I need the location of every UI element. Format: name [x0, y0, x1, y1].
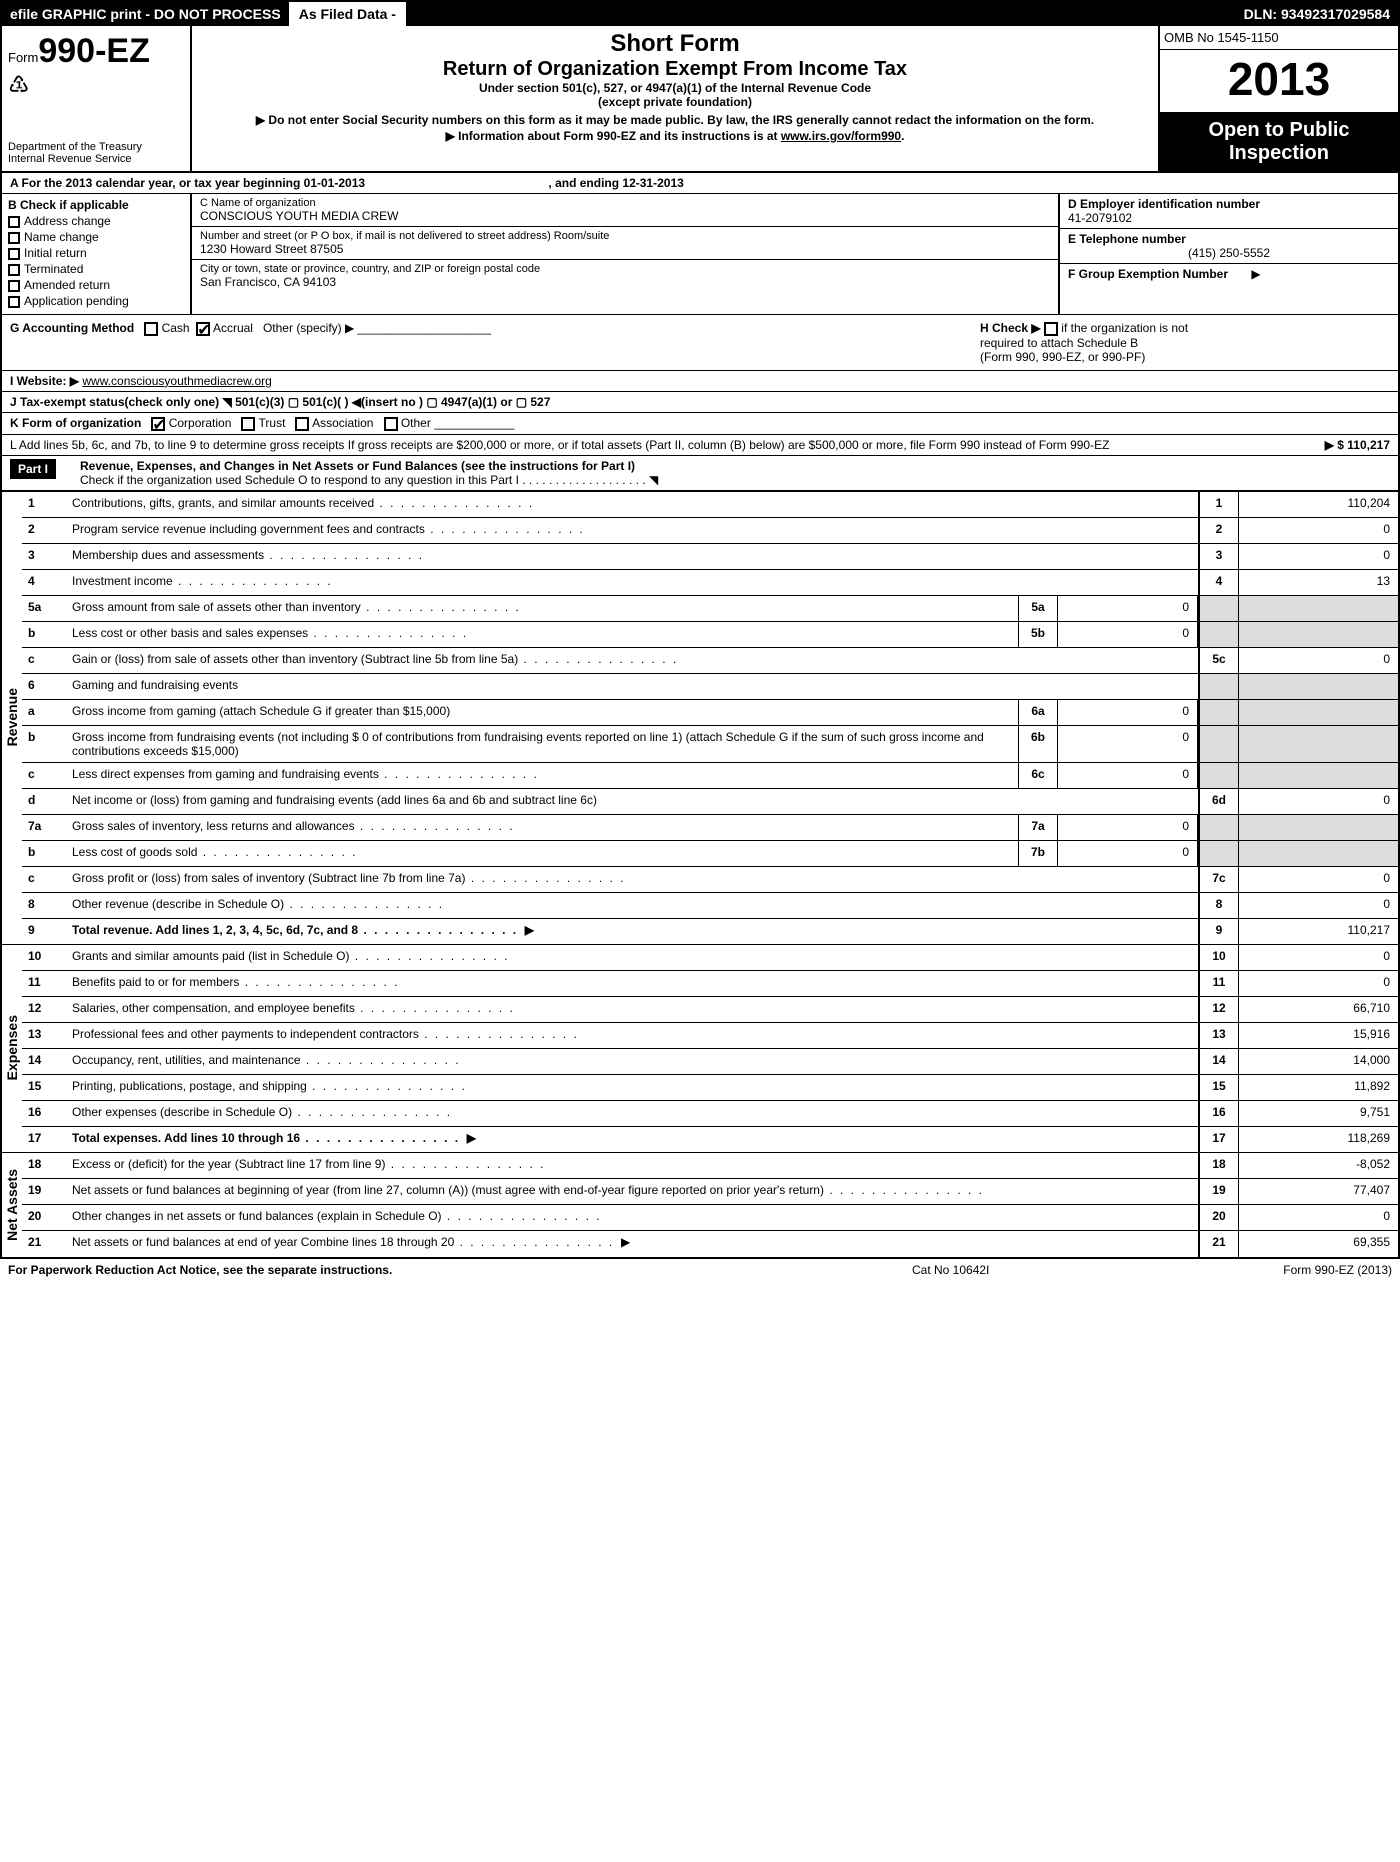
org-addr-cell: Number and street (or P O box, if mail i…	[192, 227, 1058, 260]
website-link[interactable]: www.consciousyouthmediacrew.org	[82, 374, 271, 388]
line-17: 17Total expenses. Add lines 10 through 1…	[22, 1127, 1398, 1153]
row-i-website: I Website: ▶ www.consciousyouthmediacrew…	[2, 371, 1398, 392]
group-exemption-cell: F Group Exemption Number ▶	[1060, 264, 1398, 314]
footer: For Paperwork Reduction Act Notice, see …	[0, 1259, 1400, 1281]
corporation-checkbox[interactable]	[151, 417, 165, 431]
header: Form990-EZ ♳ Department of the Treasury …	[2, 26, 1398, 173]
cat-no: Cat No 10642I	[912, 1263, 1172, 1277]
line-4: 4Investment income413	[22, 570, 1398, 596]
gross-receipts-amount: ▶ $ 110,217	[1230, 438, 1390, 452]
line-3: 3Membership dues and assessments30	[22, 544, 1398, 570]
omb-number: OMB No 1545-1150	[1160, 26, 1398, 50]
part-1-header: Part I Revenue, Expenses, and Changes in…	[2, 456, 1398, 491]
title-section: Under section 501(c), 527, or 4947(a)(1)…	[200, 81, 1150, 95]
line-2: 2Program service revenue including gover…	[22, 518, 1398, 544]
line-6: 6Gaming and fundraising events	[22, 674, 1398, 700]
line-14: 14Occupancy, rent, utilities, and mainte…	[22, 1049, 1398, 1075]
line-15: 15Printing, publications, postage, and s…	[22, 1075, 1398, 1101]
line-10: 10Grants and similar amounts paid (list …	[22, 945, 1398, 971]
line-20: 20Other changes in net assets or fund ba…	[22, 1205, 1398, 1231]
form-number: Form990-EZ ♳	[8, 32, 184, 100]
line-9: 9Total revenue. Add lines 1, 2, 3, 4, 5c…	[22, 919, 1398, 945]
line-16: 16Other expenses (describe in Schedule O…	[22, 1101, 1398, 1127]
irs-link[interactable]: www.irs.gov/form990	[781, 129, 901, 143]
accrual-checkbox[interactable]	[196, 322, 210, 336]
col-b-checkboxes: B Check if applicable Address change Nam…	[2, 194, 192, 314]
line-13: 13Professional fees and other payments t…	[22, 1023, 1398, 1049]
line-7a: 7aGross sales of inventory, less returns…	[22, 815, 1398, 841]
treasury-dept: Department of the Treasury Internal Reve…	[8, 141, 184, 165]
cash-checkbox[interactable]	[144, 322, 158, 336]
topbar: efile GRAPHIC print - DO NOT PROCESS As …	[2, 2, 1398, 26]
form-container: efile GRAPHIC print - DO NOT PROCESS As …	[0, 0, 1400, 1259]
line-6c: cLess direct expenses from gaming and fu…	[22, 763, 1398, 789]
line-8: 8Other revenue (describe in Schedule O)8…	[22, 893, 1398, 919]
line-6b: bGross income from fundraising events (n…	[22, 726, 1398, 763]
chk-name-change[interactable]: Name change	[8, 230, 184, 244]
line-19: 19Net assets or fund balances at beginni…	[22, 1179, 1398, 1205]
as-filed: As Filed Data -	[289, 2, 408, 26]
line-5a: 5aGross amount from sale of assets other…	[22, 596, 1398, 622]
other-checkbox[interactable]	[384, 417, 398, 431]
schedule-b-checkbox[interactable]	[1044, 322, 1058, 336]
tax-year: 2013	[1160, 50, 1398, 113]
form-ref: Form 990-EZ (2013)	[1172, 1263, 1392, 1277]
row-g-h: G Accounting Method Cash Accrual Other (…	[2, 315, 1398, 371]
title-short-form: Short Form	[200, 30, 1150, 58]
header-right: OMB No 1545-1150 2013 Open to Public Ins…	[1158, 26, 1398, 171]
chk-application-pending[interactable]: Application pending	[8, 294, 184, 308]
title-return: Return of Organization Exempt From Incom…	[200, 58, 1150, 81]
trust-checkbox[interactable]	[241, 417, 255, 431]
line-12: 12Salaries, other compensation, and empl…	[22, 997, 1398, 1023]
line-1: 1Contributions, gifts, grants, and simil…	[22, 492, 1398, 518]
part-1-table: Revenue 1Contributions, gifts, grants, a…	[2, 491, 1398, 1257]
header-left: Form990-EZ ♳ Department of the Treasury …	[2, 26, 192, 171]
accounting-method: G Accounting Method Cash Accrual Other (…	[10, 321, 970, 364]
row-l-gross-receipts: L Add lines 5b, 6c, and 7b, to line 9 to…	[2, 435, 1398, 456]
chk-initial-return[interactable]: Initial return	[8, 246, 184, 260]
line-11: 11Benefits paid to or for members110	[22, 971, 1398, 997]
line-6a: aGross income from gaming (attach Schedu…	[22, 700, 1398, 726]
chk-terminated[interactable]: Terminated	[8, 262, 184, 276]
line-21: 21Net assets or fund balances at end of …	[22, 1231, 1398, 1257]
netassets-side-label: Net Assets	[2, 1153, 22, 1257]
line-7b: bLess cost of goods sold7b0	[22, 841, 1398, 867]
header-title-block: Short Form Return of Organization Exempt…	[192, 26, 1158, 171]
line-6d: dNet income or (loss) from gaming and fu…	[22, 789, 1398, 815]
chk-address-change[interactable]: Address change	[8, 214, 184, 228]
expenses-side-label: Expenses	[2, 945, 22, 1153]
tel-cell: E Telephone number (415) 250-5552	[1060, 229, 1398, 264]
line-5b: bLess cost or other basis and sales expe…	[22, 622, 1398, 648]
association-checkbox[interactable]	[295, 417, 309, 431]
ein-cell: D Employer identification number 41-2079…	[1060, 194, 1398, 229]
dln: DLN: 93492317029584	[1236, 2, 1398, 26]
row-k-form-org: K Form of organization Corporation Trust…	[2, 413, 1398, 435]
row-a-calendar-year: A For the 2013 calendar year, or tax yea…	[2, 173, 1398, 194]
instructions-link-line: ▶ Information about Form 990-EZ and its …	[200, 129, 1150, 143]
revenue-side-label: Revenue	[2, 492, 22, 945]
efile-notice: efile GRAPHIC print - DO NOT PROCESS	[2, 2, 289, 26]
col-c-org-info: C Name of organization CONSCIOUS YOUTH M…	[192, 194, 1058, 314]
section-bcd: B Check if applicable Address change Nam…	[2, 194, 1398, 315]
row-j-tax-exempt: J Tax-exempt status(check only one) ◥ 50…	[2, 392, 1398, 413]
ssn-warning: ▶ Do not enter Social Security numbers o…	[200, 113, 1150, 127]
line-5c: cGain or (loss) from sale of assets othe…	[22, 648, 1398, 674]
title-except: (except private foundation)	[200, 95, 1150, 109]
line-18: 18Excess or (deficit) for the year (Subt…	[22, 1153, 1398, 1179]
paperwork-notice: For Paperwork Reduction Act Notice, see …	[8, 1263, 912, 1277]
org-name-cell: C Name of organization CONSCIOUS YOUTH M…	[192, 194, 1058, 227]
line-7c: cGross profit or (loss) from sales of in…	[22, 867, 1398, 893]
h-schedule-b: H Check ▶ if the organization is not req…	[970, 321, 1390, 364]
open-to-public: Open to Public Inspection	[1160, 113, 1398, 171]
org-city-cell: City or town, state or province, country…	[192, 260, 1058, 292]
chk-amended[interactable]: Amended return	[8, 278, 184, 292]
col-d-ein-tel: D Employer identification number 41-2079…	[1058, 194, 1398, 314]
recycle-icon: ♳	[8, 71, 184, 100]
